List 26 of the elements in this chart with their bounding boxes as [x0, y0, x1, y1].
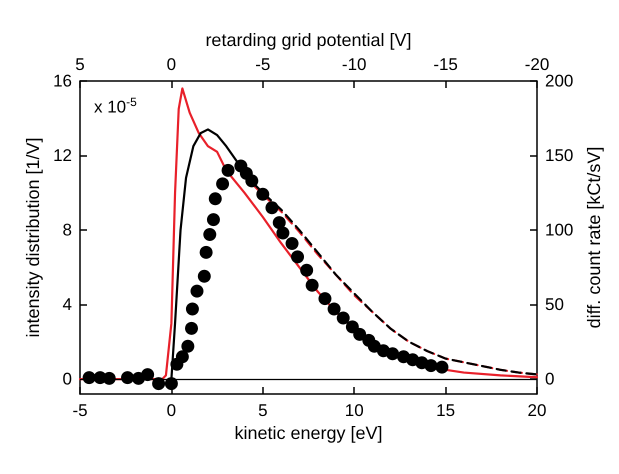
- y-tick-label: 8: [62, 220, 72, 240]
- y-axis-title: intensity distribution [1/V]: [23, 137, 43, 338]
- x-tick-label: 20: [528, 401, 546, 420]
- x2-tick-label: 0: [166, 55, 176, 74]
- y2-tick-label: 200: [545, 72, 574, 90]
- x2-tick-label: 5: [75, 55, 85, 74]
- x-tick-label: 0: [166, 401, 176, 420]
- x2-axis-title: retarding grid potential [V]: [205, 30, 412, 50]
- y2-tick-label: 150: [545, 146, 574, 166]
- x2-tick-label: -15: [433, 55, 458, 74]
- y-tick-label: 12: [53, 146, 72, 166]
- x-tick-label: 15: [436, 401, 456, 420]
- x-tick-label: -5: [72, 401, 88, 420]
- x2-tick-label: -10: [342, 55, 366, 74]
- x-tick-label: 10: [344, 401, 364, 420]
- y-tick-label: 16: [53, 72, 72, 90]
- y2-tick-label: 0: [545, 370, 554, 389]
- x-axis-title: kinetic energy [eV]: [234, 423, 383, 443]
- x-tick-label: 5: [258, 401, 268, 420]
- y2-tick-label: 50: [545, 295, 564, 314]
- y2-tick-label: 100: [545, 220, 574, 240]
- y-tick-label: 0: [62, 370, 72, 389]
- x2-tick-label: -5: [255, 55, 270, 74]
- y2-axis-title: diff. count rate [kCt/sV]: [584, 146, 604, 328]
- x2-tick-label: -20: [524, 55, 550, 74]
- y-tick-label: 4: [62, 295, 72, 314]
